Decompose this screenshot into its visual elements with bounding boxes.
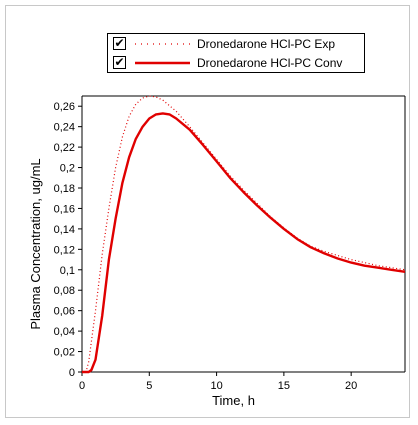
legend-item-exp[interactable]: ✔ Dronedarone HCl-PC Exp: [108, 35, 364, 54]
series-line-exp: [82, 95, 406, 373]
legend-swatch-conv: [135, 61, 190, 65]
legend-checkbox-exp[interactable]: ✔: [113, 36, 126, 50]
x-tick-label: 5: [146, 380, 152, 392]
y-tick-label: 0,18: [54, 183, 75, 195]
x-tick-label: 15: [278, 380, 290, 392]
y-tick-label: 0: [69, 367, 75, 379]
y-tick-label: 0,06: [54, 306, 75, 318]
legend-swatch-exp: [135, 43, 190, 45]
x-tick-label: 20: [345, 380, 357, 392]
legend-label-conv: Dronedarone HCl-PC Conv: [197, 56, 343, 70]
series-line-conv: [82, 112, 406, 374]
x-axis-title: Time, h: [212, 393, 255, 408]
y-tick-label: 0,04: [54, 326, 75, 338]
x-tick-label: 10: [210, 380, 222, 392]
y-tick-label: 0,16: [54, 203, 75, 215]
x-tick-label: 0: [79, 380, 85, 392]
legend-checkbox-conv[interactable]: ✔: [113, 55, 126, 69]
chart-frame: [5, 5, 410, 418]
legend-label-exp: Dronedarone HCl-PC Exp: [197, 37, 336, 51]
legend-item-conv[interactable]: ✔ Dronedarone HCl-PC Conv: [108, 54, 364, 73]
chart-legend: ✔ Dronedarone HCl-PC Exp ✔ Dronedarone H…: [107, 33, 365, 73]
y-tick-label: 0,22: [54, 142, 75, 154]
y-tick-label: 0,1: [60, 265, 75, 277]
y-tick-label: 0,12: [54, 244, 75, 256]
y-tick-label: 0,08: [54, 285, 75, 297]
y-tick-label: 0,02: [54, 347, 75, 359]
y-tick-label: 0,26: [54, 101, 75, 113]
y-tick-label: 0,2: [60, 163, 75, 175]
y-axis-title: Plasma Concentration, ug/mL: [28, 158, 43, 329]
y-tick-label: 0,14: [54, 224, 75, 236]
y-tick-label: 0,24: [54, 122, 75, 134]
